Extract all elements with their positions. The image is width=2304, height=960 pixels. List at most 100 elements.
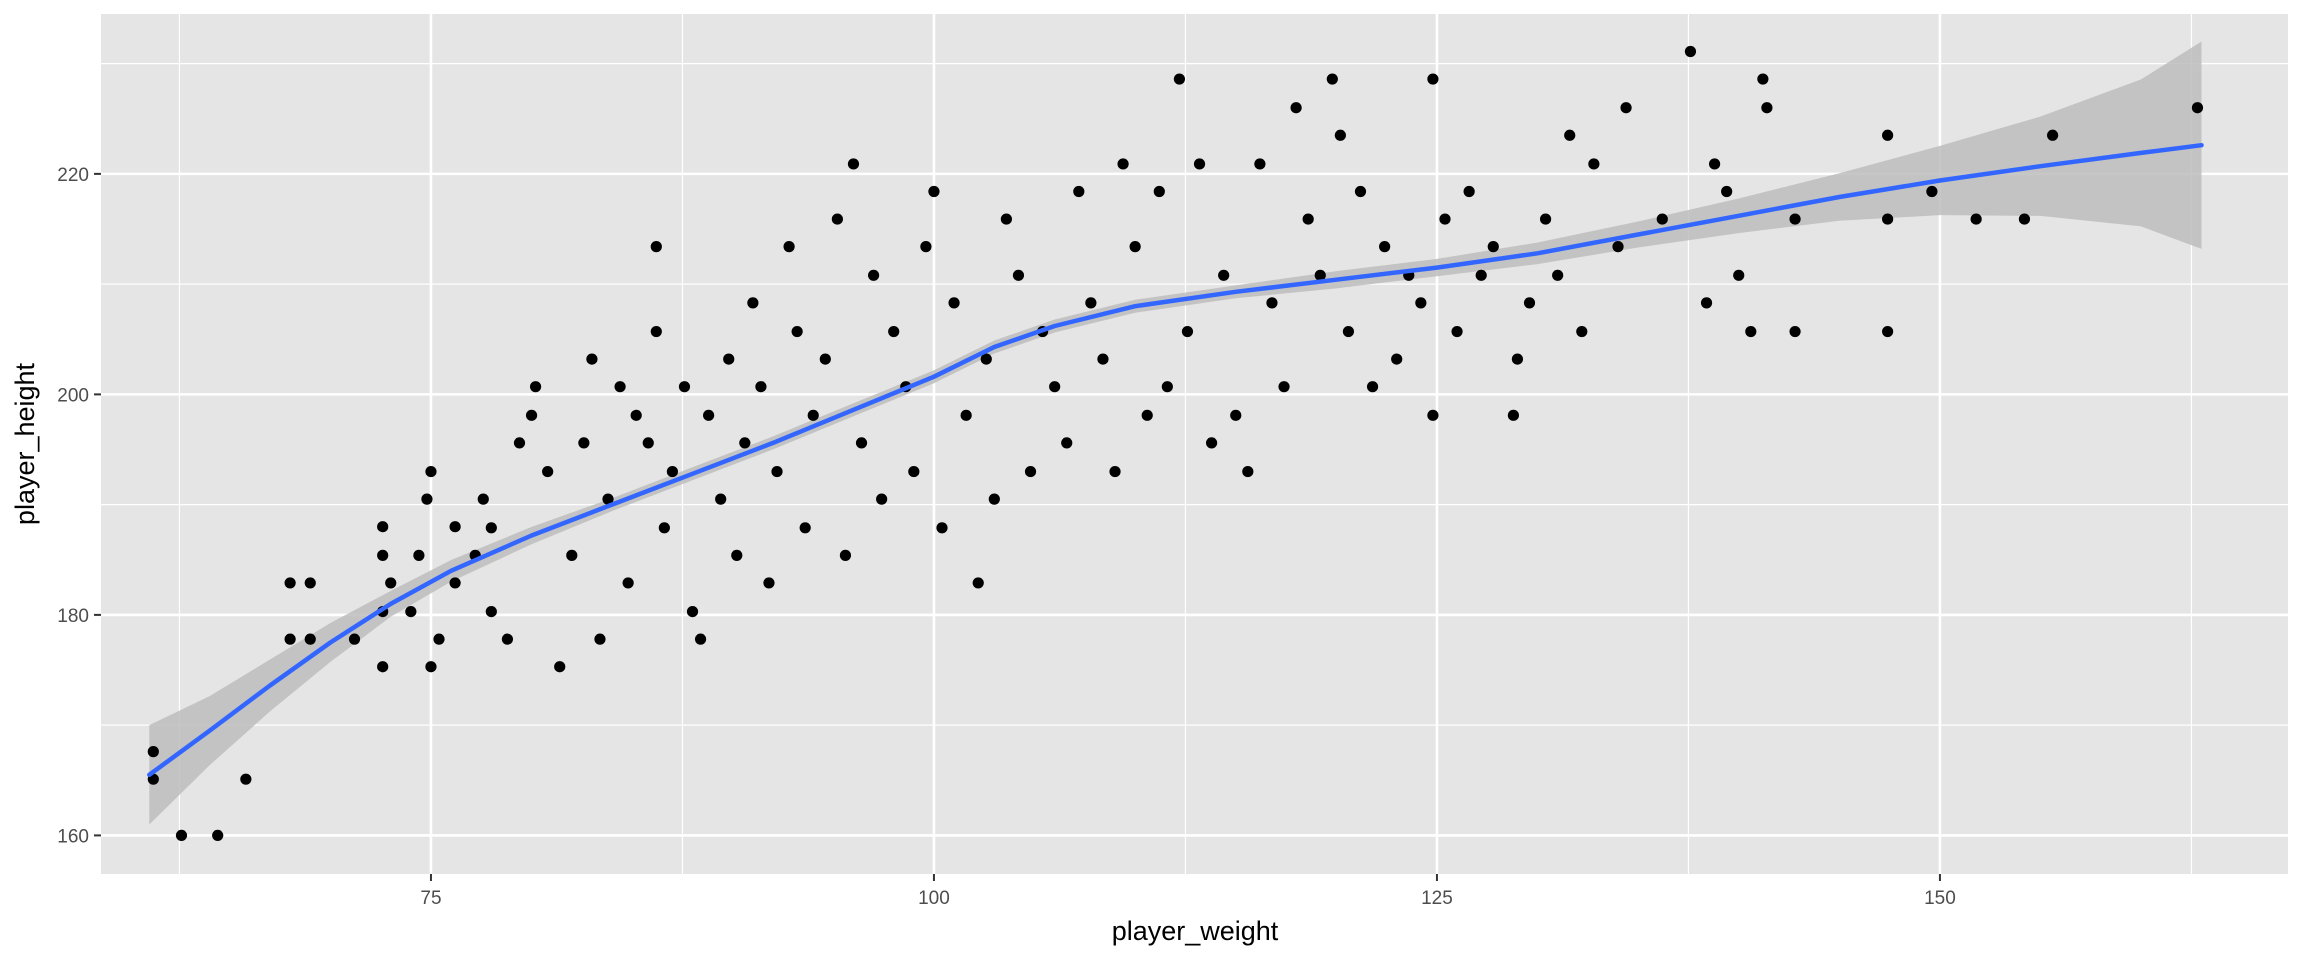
data-point	[650, 325, 662, 338]
data-point	[755, 381, 767, 393]
data-point	[936, 522, 948, 534]
data-point	[666, 465, 678, 478]
y-tick-label: 160	[57, 826, 89, 847]
data-point	[1354, 185, 1367, 198]
data-point	[1439, 213, 1451, 225]
data-point	[1342, 325, 1355, 338]
data-point	[731, 549, 743, 561]
data-point	[554, 661, 566, 673]
data-point	[529, 381, 542, 393]
data-point	[703, 409, 715, 421]
data-point	[831, 213, 843, 225]
data-point	[304, 633, 316, 645]
data-point	[622, 577, 634, 589]
data-point	[433, 633, 445, 645]
points-layer	[147, 45, 2204, 842]
data-point	[1427, 73, 1439, 85]
data-point	[1129, 241, 1141, 253]
smooth-fit-line	[147, 142, 2204, 778]
data-point	[1588, 158, 1600, 170]
data-point	[377, 661, 389, 673]
data-point	[578, 437, 590, 449]
data-point	[449, 577, 461, 589]
data-point	[1117, 158, 1129, 170]
data-point	[566, 549, 578, 561]
data-point	[642, 437, 654, 449]
data-point	[783, 241, 795, 253]
data-point	[791, 325, 803, 338]
data-point	[1882, 213, 1894, 225]
data-point	[1314, 269, 1326, 281]
data-point	[385, 577, 397, 589]
data-point	[1012, 269, 1025, 281]
data-point	[477, 493, 489, 505]
data-point	[425, 465, 437, 478]
data-point	[1218, 269, 1230, 281]
data-point	[658, 522, 670, 534]
y-tick-label: 180	[57, 606, 89, 627]
data-point	[972, 577, 984, 589]
data-point	[175, 829, 188, 842]
data-point	[594, 633, 606, 645]
data-point	[686, 605, 699, 618]
data-point	[948, 297, 960, 309]
data-point	[304, 577, 316, 589]
data-point	[980, 353, 992, 365]
data-point	[1507, 409, 1519, 421]
data-point	[988, 493, 1000, 505]
data-point	[1926, 185, 1938, 198]
data-point	[1242, 465, 1254, 478]
data-point	[888, 325, 900, 338]
data-point	[1302, 213, 1314, 225]
data-point	[212, 829, 224, 842]
data-point	[1463, 185, 1475, 198]
data-point	[405, 605, 417, 618]
data-point	[1700, 297, 1713, 309]
data-point	[1000, 213, 1012, 225]
data-point	[1109, 465, 1121, 478]
data-point	[1511, 353, 1524, 365]
data-point	[1970, 213, 1982, 225]
data-point	[723, 353, 735, 365]
data-point	[1334, 129, 1346, 141]
data-point	[771, 465, 783, 478]
data-point	[876, 493, 888, 505]
major-gridlines	[101, 14, 2288, 874]
x-tick-label: 100	[918, 888, 950, 909]
data-point	[1761, 102, 1773, 114]
data-point	[1326, 73, 1338, 85]
data-point	[1487, 241, 1499, 253]
data-point	[1206, 437, 1218, 449]
data-point	[807, 409, 819, 421]
data-point	[694, 633, 707, 645]
data-point	[1193, 158, 1206, 170]
data-point	[377, 521, 389, 533]
data-point	[867, 269, 880, 281]
data-point	[763, 577, 775, 589]
data-point	[2191, 102, 2204, 114]
data-point	[630, 409, 642, 421]
confidence-ribbon	[149, 41, 2202, 825]
data-point	[485, 605, 497, 618]
data-point	[1684, 45, 1697, 58]
data-point	[501, 633, 514, 645]
data-point	[1708, 158, 1721, 170]
data-point	[1097, 353, 1109, 365]
data-point	[1656, 213, 1668, 225]
data-point	[1173, 73, 1186, 85]
smooth-line-layer	[147, 142, 2204, 778]
data-point	[425, 661, 437, 673]
data-point	[1733, 269, 1745, 281]
data-point	[1612, 241, 1624, 253]
data-point	[1024, 465, 1037, 478]
data-point	[1757, 73, 1769, 85]
data-point	[1366, 381, 1379, 393]
data-point	[650, 241, 662, 253]
data-point	[928, 185, 940, 198]
data-point	[1141, 409, 1153, 421]
data-point	[1181, 325, 1194, 338]
data-point	[2047, 129, 2059, 141]
data-point	[678, 381, 691, 393]
data-point	[602, 493, 614, 505]
